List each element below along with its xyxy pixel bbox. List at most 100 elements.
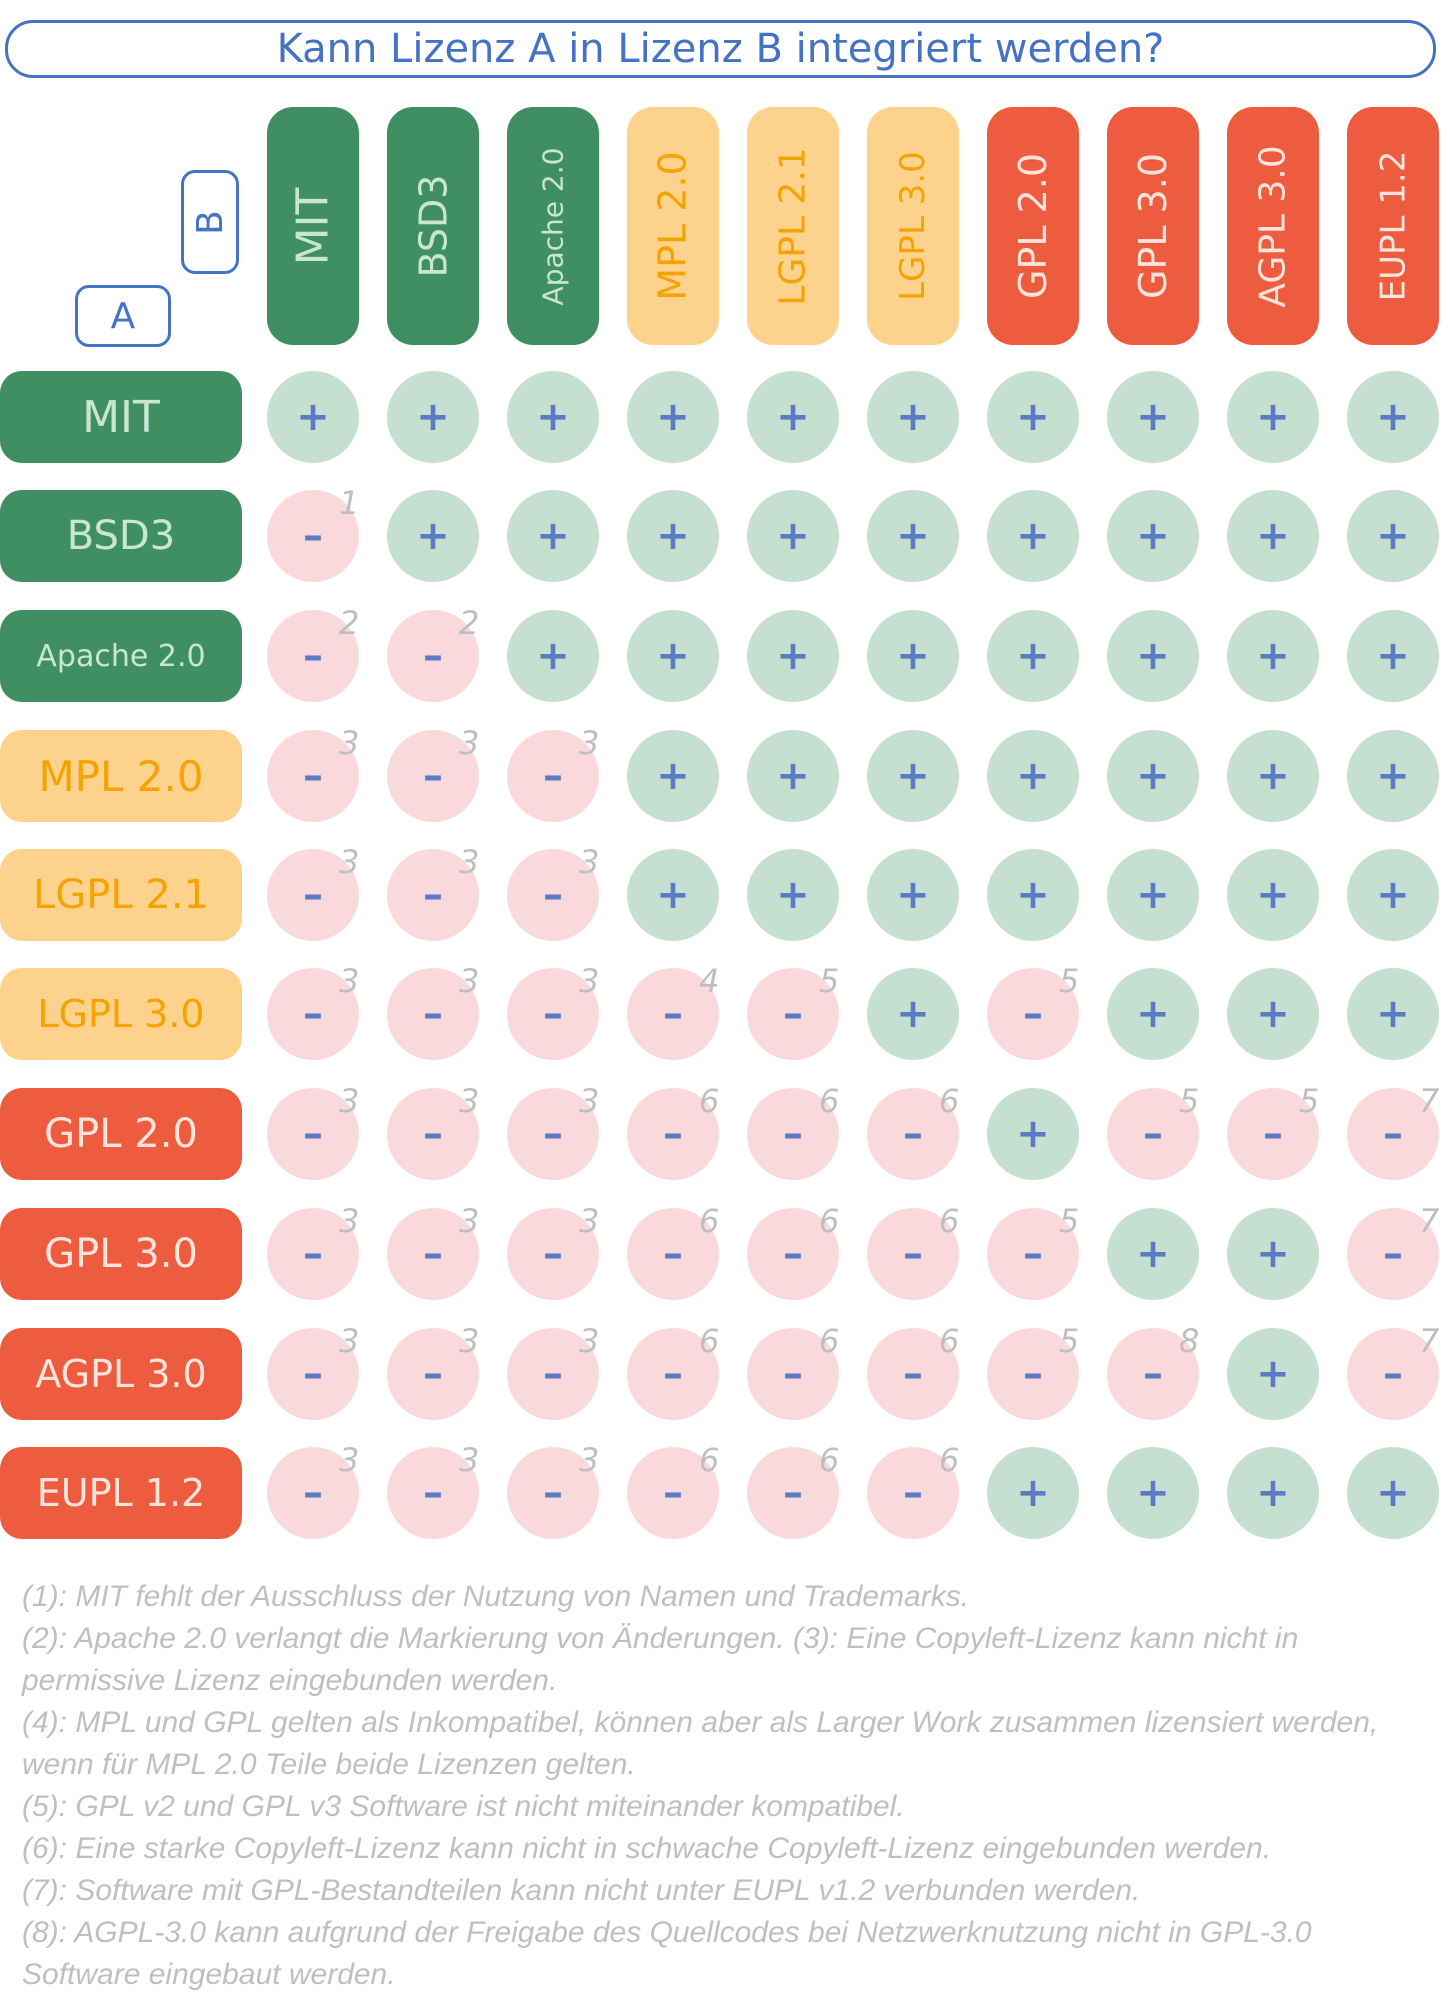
- footnote-ref: 5: [819, 962, 840, 1000]
- compatible-cell: +: [987, 1088, 1079, 1180]
- column-header-lgpl-2-1: LGPL 2.1: [747, 107, 839, 345]
- incompatible-cell: –: [747, 1328, 839, 1420]
- incompatible-cell: –: [387, 1447, 479, 1539]
- footnote-ref: 1: [339, 484, 360, 522]
- footnote-ref: 5: [1299, 1082, 1320, 1120]
- row-header-eupl-1-2: EUPL 1.2: [0, 1447, 242, 1539]
- compatible-cell: +: [1347, 610, 1439, 702]
- plus-sign: +: [1136, 394, 1170, 440]
- footnote-ref: 7: [1419, 1322, 1440, 1360]
- row-header-lgpl-3-0: LGPL 3.0: [0, 968, 242, 1060]
- footnote-ref: 6: [699, 1441, 720, 1479]
- footnote-ref: 3: [459, 724, 480, 762]
- incompatible-cell: –: [387, 1088, 479, 1180]
- minus-sign: –: [783, 1231, 803, 1277]
- compatible-cell: +: [867, 610, 959, 702]
- plus-sign: +: [776, 633, 810, 679]
- compatible-cell: +: [267, 371, 359, 463]
- row-header-mpl-2-0: MPL 2.0: [0, 730, 242, 822]
- plus-sign: +: [776, 753, 810, 799]
- footnote-ref: 5: [1179, 1082, 1200, 1120]
- plus-sign: +: [1376, 633, 1410, 679]
- minus-sign: –: [1263, 1111, 1283, 1157]
- compatible-cell: +: [627, 730, 719, 822]
- compatible-cell: +: [1347, 371, 1439, 463]
- column-header-label: LGPL 2.1: [772, 146, 814, 306]
- compatible-cell: +: [1347, 490, 1439, 582]
- plus-sign: +: [1256, 513, 1290, 559]
- plus-sign: +: [1256, 394, 1290, 440]
- incompatible-cell: –: [387, 849, 479, 941]
- column-header-agpl-3-0: AGPL 3.0: [1227, 107, 1319, 345]
- column-header-label: AGPL 3.0: [1252, 144, 1294, 308]
- incompatible-cell: –: [507, 1447, 599, 1539]
- footnote-ref: 7: [1419, 1082, 1440, 1120]
- plus-sign: +: [1376, 872, 1410, 918]
- compatible-cell: +: [987, 1447, 1079, 1539]
- compatible-cell: +: [1107, 610, 1199, 702]
- compatible-cell: +: [1107, 1447, 1199, 1539]
- compatible-cell: +: [1107, 371, 1199, 463]
- footnote-ref: 3: [579, 962, 600, 1000]
- footnote-ref: 3: [579, 1082, 600, 1120]
- axis-b-label: B: [181, 170, 239, 274]
- column-header-label: GPL 3.0: [1131, 152, 1176, 300]
- footnote-ref: 2: [459, 604, 480, 642]
- footnote-ref: 8: [1179, 1322, 1200, 1360]
- footnote-ref: 6: [819, 1322, 840, 1360]
- footnote-ref: 2: [339, 604, 360, 642]
- footnote-ref: 3: [579, 1322, 600, 1360]
- minus-sign: –: [543, 1351, 563, 1397]
- incompatible-cell: –: [267, 849, 359, 941]
- plus-sign: +: [296, 394, 330, 440]
- footnote-ref: 3: [459, 962, 480, 1000]
- footnote-ref: 3: [459, 1202, 480, 1240]
- compatible-cell: +: [1347, 1447, 1439, 1539]
- minus-sign: –: [543, 1231, 563, 1277]
- row-header-label: MIT: [82, 391, 160, 443]
- column-header-label: MPL 2.0: [651, 151, 696, 301]
- compatible-cell: +: [867, 490, 959, 582]
- footnote-text: (1): MIT fehlt der Ausschluss der Nutzun…: [22, 1580, 970, 1613]
- minus-sign: –: [1143, 1351, 1163, 1397]
- compatible-cell: +: [1107, 849, 1199, 941]
- footnote-text: (5): GPL v2 und GPL v3 Software ist nich…: [22, 1790, 905, 1823]
- plus-sign: +: [536, 513, 570, 559]
- compatible-cell: +: [987, 371, 1079, 463]
- footnote-ref: 6: [939, 1441, 960, 1479]
- compatible-cell: +: [987, 610, 1079, 702]
- plus-sign: +: [536, 633, 570, 679]
- column-header-label: Apache 2.0: [536, 147, 570, 305]
- row-header-gpl-3-0: GPL 3.0: [0, 1208, 242, 1300]
- plus-sign: +: [896, 872, 930, 918]
- footnote-ref: 6: [699, 1322, 720, 1360]
- compatible-cell: +: [747, 610, 839, 702]
- column-header-gpl-2-0: GPL 2.0: [987, 107, 1079, 345]
- footnote-ref: 3: [459, 1322, 480, 1360]
- footnote-ref: 3: [339, 1441, 360, 1479]
- plus-sign: +: [1016, 633, 1050, 679]
- compatible-cell: +: [1347, 849, 1439, 941]
- plus-sign: +: [896, 991, 930, 1037]
- compatible-cell: +: [987, 490, 1079, 582]
- plus-sign: +: [656, 872, 690, 918]
- footnote-text: (7): Software mit GPL-Bestandteilen kann…: [22, 1874, 1141, 1907]
- plus-sign: +: [1016, 1470, 1050, 1516]
- footnote-ref: 3: [459, 843, 480, 881]
- row-header-label: BSD3: [66, 513, 176, 559]
- minus-sign: –: [543, 753, 563, 799]
- footnotes: (1): MIT fehlt der Ausschluss der Nutzun…: [22, 1576, 1432, 1996]
- incompatible-cell: –: [627, 1088, 719, 1180]
- incompatible-cell: –: [627, 1208, 719, 1300]
- minus-sign: –: [303, 1351, 323, 1397]
- minus-sign: –: [423, 872, 443, 918]
- minus-sign: –: [543, 991, 563, 1037]
- incompatible-cell: –: [267, 730, 359, 822]
- row-header-label: GPL 2.0: [44, 1111, 198, 1157]
- compatible-cell: +: [867, 371, 959, 463]
- incompatible-cell: –: [387, 730, 479, 822]
- plus-sign: +: [1376, 1470, 1410, 1516]
- plus-sign: +: [776, 394, 810, 440]
- row-header-label: LGPL 3.0: [37, 992, 205, 1036]
- minus-sign: –: [663, 1111, 683, 1157]
